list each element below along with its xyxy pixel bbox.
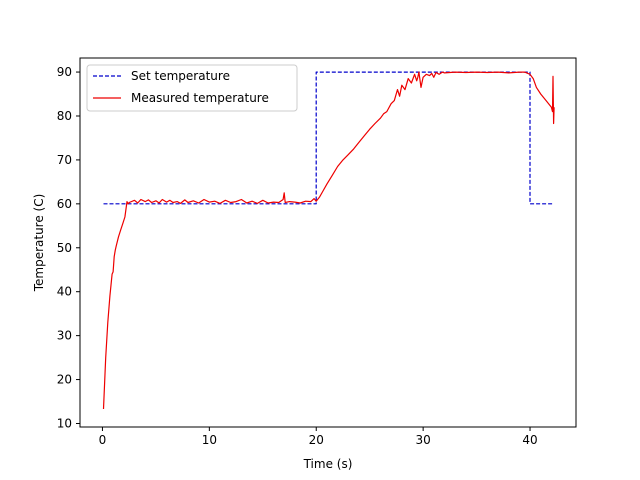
- x-tick-label: 10: [202, 433, 217, 447]
- legend-label-set-temperature: Set temperature: [131, 69, 230, 83]
- x-axis: 0 10 20 30 40: [99, 427, 538, 447]
- x-tick-label: 20: [309, 433, 324, 447]
- x-tick-label: 40: [522, 433, 537, 447]
- y-axis-title: Temperature (C): [32, 194, 46, 293]
- x-tick-label: 30: [415, 433, 430, 447]
- plot-frame: [79, 57, 577, 428]
- y-tick-label: 80: [57, 109, 72, 123]
- series-line-measured-temperature: [102, 71, 555, 410]
- x-axis-title: Time (s): [303, 457, 353, 471]
- y-tick-label: 40: [57, 285, 72, 299]
- y-tick-label: 90: [57, 65, 72, 79]
- legend-label-measured-temperature: Measured temperature: [131, 91, 269, 105]
- series-line-set-temperature: [103, 71, 554, 205]
- series-layer: [102, 71, 555, 410]
- y-tick-label: 60: [57, 197, 72, 211]
- legend: Set temperature Measured temperature: [86, 64, 298, 112]
- y-tick-label: 30: [57, 329, 72, 343]
- x-tick-label: 0: [99, 433, 107, 447]
- y-tick-label: 70: [57, 153, 72, 167]
- y-tick-label: 20: [57, 373, 72, 387]
- y-tick-label: 10: [57, 416, 72, 430]
- y-axis: 10 20 30 40 50 60 70 80 90: [57, 65, 80, 430]
- y-tick-label: 50: [57, 241, 72, 255]
- legend-box: [86, 64, 298, 112]
